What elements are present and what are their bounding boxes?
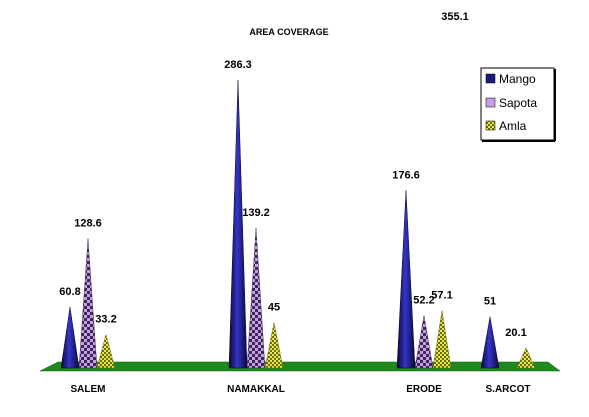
value-label-mango-namakkal: 286.3: [224, 59, 252, 71]
cone-mango-namakkal: [228, 79, 248, 369]
legend-swatch-amla: [485, 120, 496, 131]
category-label-namakkal: NAMAKKAL: [227, 384, 285, 395]
legend-swatch-mango: [485, 73, 496, 84]
legend: Mango Sapota Amla: [480, 67, 556, 142]
value-label-amla-erode: 57.1: [431, 290, 452, 302]
value-labels: 60.8 128.6 33.2 286.3 139.2 45 176.6 52.257.1 51…: [59, 11, 526, 339]
cone-mango-erode: [396, 190, 416, 369]
legend-label-mango: Mango: [499, 72, 536, 86]
value-label-mango-erode: 176.6: [392, 169, 420, 181]
cone-sapota-erode: [414, 315, 434, 369]
cone-mango-salem: [60, 306, 80, 369]
cone-amla-s-arcot: [516, 347, 536, 369]
cone-sapota-salem: [78, 238, 98, 369]
value-label-sapota-s-arcot: 355.1: [441, 11, 469, 23]
value-label-sapota-salem: 128.6: [74, 218, 102, 230]
chart-marks: [60, 79, 536, 369]
legend-swatch-sapota: [485, 97, 496, 108]
cone-amla-salem: [96, 333, 116, 369]
legend-label-amla: Amla: [499, 119, 527, 133]
category-labels: SALEM NAMAKKAL ERODE S.ARCOT: [71, 384, 531, 395]
value-label-sapota-erode: 52.2: [413, 294, 434, 306]
value-label-amla-s-arcot: 20.1: [505, 327, 526, 339]
category-label-s-arcot: S.ARCOT: [486, 384, 531, 395]
chart-title: AREA COVERAGE: [249, 27, 328, 37]
category-label-salem: SALEM: [71, 384, 106, 395]
cone-mango-s-arcot: [480, 316, 500, 369]
cone-amla-namakkal: [264, 322, 284, 369]
value-label-amla-namakkal: 45: [268, 302, 280, 314]
value-label-mango-s-arcot: 51: [484, 296, 496, 308]
value-label-mango-salem: 60.8: [59, 286, 80, 298]
value-label-amla-salem: 33.2: [95, 314, 116, 326]
cone-sapota-namakkal: [246, 227, 266, 369]
category-label-erode: ERODE: [406, 384, 442, 395]
value-label-sapota-namakkal: 139.2: [242, 207, 270, 219]
legend-label-sapota: Sapota: [499, 96, 537, 110]
cone-amla-erode: [432, 310, 452, 369]
